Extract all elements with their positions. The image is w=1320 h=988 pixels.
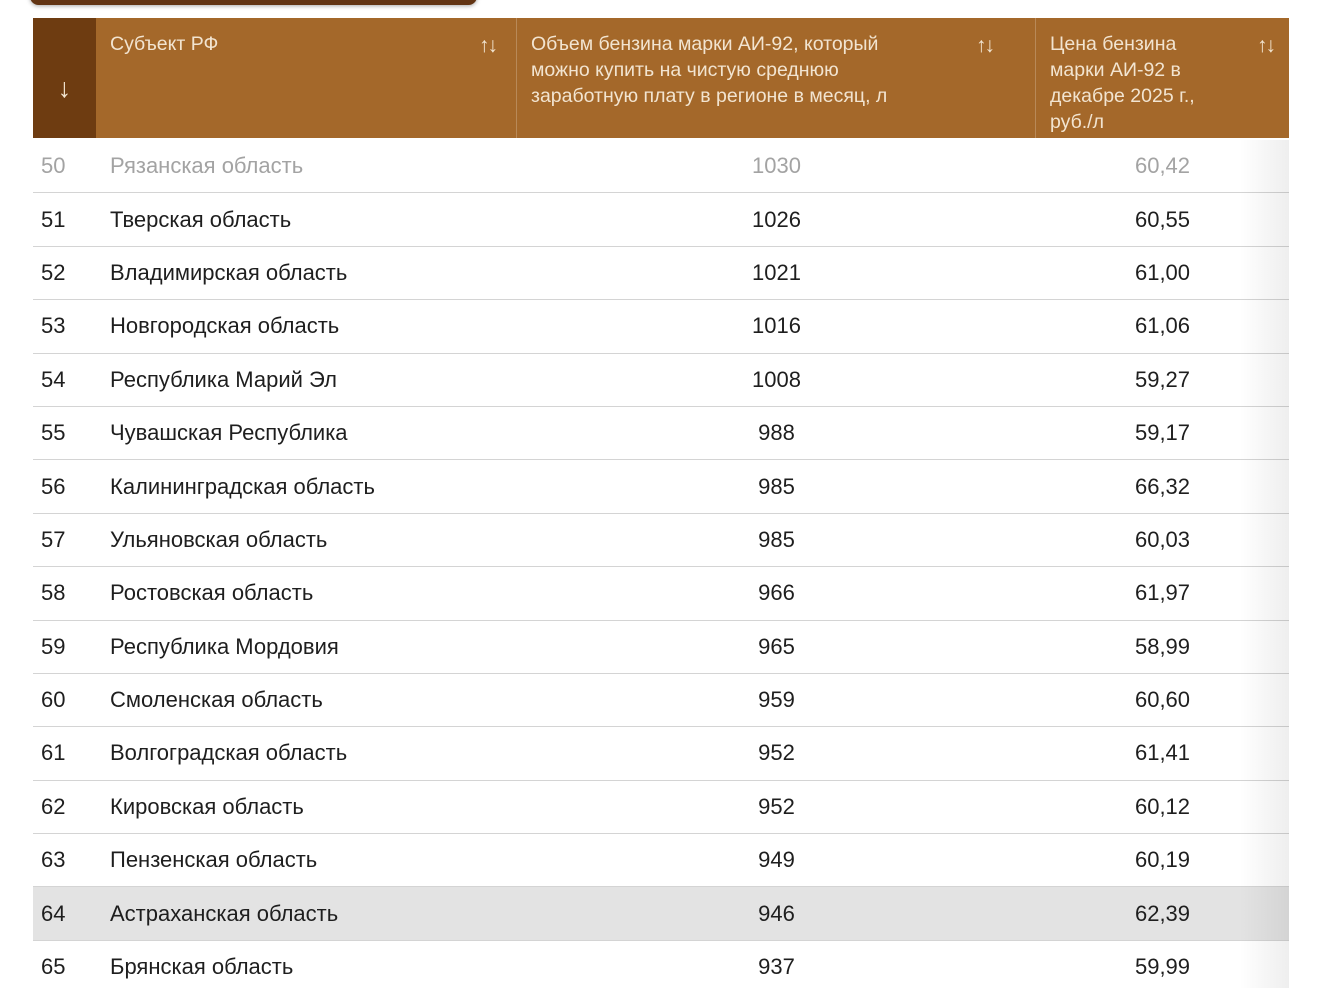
volume-cell: 966 — [758, 580, 795, 606]
table-header: ↓ Субъект РФ ↑↓ Объем бензина марки АИ-9… — [33, 18, 1289, 138]
price-cell: 60,60 — [1134, 687, 1191, 713]
region-cell: Республика Марий Эл — [110, 366, 337, 392]
region-cell: Республика Мордовия — [110, 633, 339, 659]
price-cell: 61,00 — [1134, 259, 1191, 285]
price-cell: 60,19 — [1134, 847, 1191, 873]
price-cell: 60,03 — [1134, 526, 1191, 552]
rank-cell: 55 — [41, 420, 66, 446]
volume-cell: 959 — [758, 687, 795, 713]
volume-cell: 937 — [758, 954, 795, 980]
region-cell: Смоленская область — [110, 687, 323, 713]
volume-cell: 988 — [758, 420, 795, 446]
volume-cell: 952 — [758, 740, 795, 766]
region-cell: Чувашская Республика — [110, 420, 348, 446]
table-body: 50 Рязанская область 1030 60,42 51 Тверс… — [33, 140, 1289, 988]
table-row[interactable]: 53 Новгородская область 1016 61,06 — [33, 300, 1289, 354]
table-row[interactable]: 61 Волгоградская область 952 61,41 — [33, 727, 1289, 781]
region-cell: Владимирская область — [110, 259, 348, 285]
price-cell: 61,41 — [1134, 740, 1191, 766]
price-cell: 66,32 — [1134, 473, 1191, 499]
table-row[interactable]: 50 Рязанская область 1030 60,42 — [33, 140, 1289, 194]
table-row[interactable]: 54 Республика Марий Эл 1008 59,27 — [33, 354, 1289, 407]
table-row[interactable]: 55 Чувашская Республика 988 59,17 — [33, 407, 1289, 461]
price-cell: 61,06 — [1134, 313, 1191, 339]
header-rank-column[interactable]: ↓ — [33, 18, 96, 138]
table-row[interactable]: 57 Ульяновская область 985 60,03 — [33, 514, 1289, 568]
rank-cell: 52 — [41, 259, 66, 285]
table-row[interactable]: 56 Калининградская область 985 66,32 — [33, 460, 1289, 514]
price-cell: 59,27 — [1134, 366, 1191, 392]
region-cell: Рязанская область — [110, 153, 304, 179]
table-row[interactable]: 65 Брянская область 937 59,99 — [33, 941, 1289, 988]
header-volume-label: Объем бензина марки АИ-92, который можно… — [531, 33, 888, 107]
table-row[interactable]: 58 Ростовская область 966 61,97 — [33, 567, 1289, 621]
table-row[interactable]: 60 Смоленская область 959 60,60 — [33, 674, 1289, 728]
header-volume-column[interactable]: Объем бензина марки АИ-92, который можно… — [517, 18, 1036, 138]
volume-cell: 1016 — [752, 313, 801, 339]
region-cell: Ульяновская область — [110, 526, 328, 552]
region-cell: Брянская область — [110, 954, 294, 980]
header-region-label: Субъект РФ — [110, 33, 219, 55]
volume-cell: 985 — [758, 526, 795, 552]
region-cell: Тверская область — [110, 206, 292, 232]
rank-cell: 57 — [41, 526, 66, 552]
price-cell: 59,17 — [1134, 420, 1191, 446]
price-cell: 61,97 — [1134, 580, 1191, 606]
volume-cell: 1026 — [752, 206, 801, 232]
volume-cell: 952 — [758, 793, 795, 819]
price-cell: 60,12 — [1134, 793, 1191, 819]
top-tab-partial[interactable] — [30, 0, 477, 5]
rank-cell: 62 — [41, 793, 66, 819]
table-row[interactable]: 59 Республика Мордовия 965 58,99 — [33, 621, 1289, 674]
price-cell: 58,99 — [1134, 633, 1191, 659]
region-cell: Пензенская область — [110, 847, 318, 873]
rank-cell: 56 — [41, 473, 66, 499]
table-row[interactable]: 63 Пензенская область 949 60,19 — [33, 834, 1289, 888]
region-cell: Новгородская область — [110, 313, 340, 339]
volume-cell: 965 — [758, 633, 795, 659]
region-cell: Кировская область — [110, 793, 304, 819]
rank-cell: 50 — [41, 153, 66, 179]
header-price-label: Цена бензина марки АИ-92 в декабре 2025 … — [1050, 33, 1195, 133]
region-cell: Ростовская область — [110, 580, 314, 606]
fuel-affordability-table: ↓ Субъект РФ ↑↓ Объем бензина марки АИ-9… — [33, 18, 1289, 988]
header-price-column[interactable]: Цена бензина марки АИ-92 в декабре 2025 … — [1036, 18, 1289, 138]
rank-cell: 65 — [41, 954, 66, 980]
rank-cell: 51 — [41, 206, 66, 232]
volume-cell: 1008 — [752, 366, 801, 392]
table-row[interactable]: 51 Тверская область 1026 60,55 — [33, 193, 1289, 247]
region-cell: Волгоградская область — [110, 740, 348, 766]
price-cell: 60,42 — [1134, 153, 1191, 179]
rank-cell: 59 — [41, 633, 66, 659]
rank-cell: 63 — [41, 847, 66, 873]
sort-descending-icon: ↓ — [57, 73, 72, 103]
price-cell: 62,39 — [1134, 900, 1191, 926]
sort-both-icon[interactable]: ↑↓ — [976, 34, 995, 57]
rank-cell: 53 — [41, 313, 66, 339]
region-cell: Астраханская область — [110, 900, 339, 926]
rank-cell: 61 — [41, 740, 66, 766]
volume-cell: 949 — [758, 847, 795, 873]
rank-cell: 54 — [41, 366, 66, 392]
volume-cell: 1030 — [752, 153, 801, 179]
table-row[interactable]: 62 Кировская область 952 60,12 — [33, 781, 1289, 835]
rank-cell: 60 — [41, 687, 66, 713]
price-cell: 59,99 — [1134, 954, 1191, 980]
table-row[interactable]: 64 Астраханская область 946 62,39 — [33, 887, 1289, 941]
volume-cell: 1021 — [752, 259, 801, 285]
price-cell: 60,55 — [1134, 206, 1191, 232]
sort-both-icon[interactable]: ↑↓ — [1257, 34, 1276, 57]
rank-cell: 58 — [41, 580, 66, 606]
rank-cell: 64 — [41, 900, 66, 926]
volume-cell: 985 — [758, 473, 795, 499]
region-cell: Калининградская область — [110, 473, 375, 499]
volume-cell: 946 — [758, 900, 795, 926]
header-region-column[interactable]: Субъект РФ ↑↓ — [96, 18, 517, 138]
sort-both-icon[interactable]: ↑↓ — [479, 34, 498, 57]
table-row[interactable]: 52 Владимирская область 1021 61,00 — [33, 247, 1289, 301]
